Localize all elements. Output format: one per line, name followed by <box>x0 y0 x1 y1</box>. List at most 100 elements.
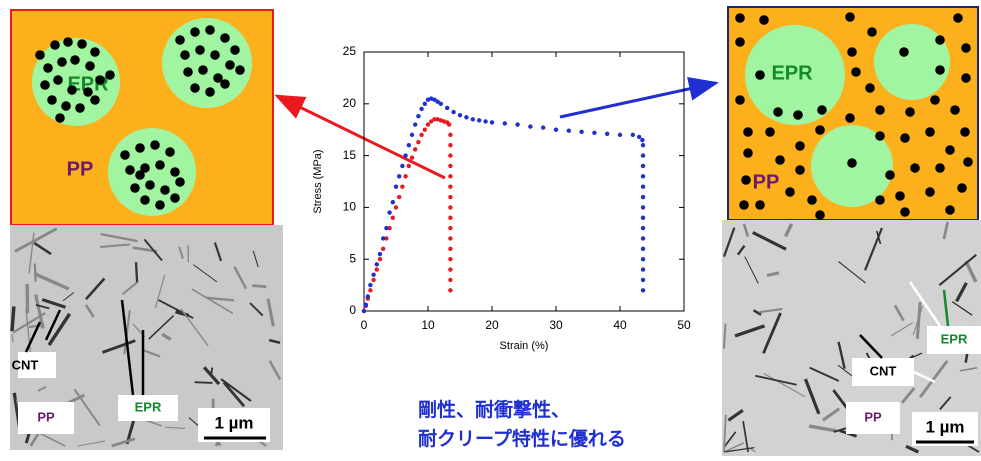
cnt-dot <box>175 177 185 187</box>
y-tick-label: 10 <box>343 200 357 214</box>
point <box>641 236 645 240</box>
point <box>451 110 455 114</box>
cnt-dot <box>150 140 160 150</box>
cnt-dot <box>875 131 885 141</box>
point <box>448 288 452 292</box>
point <box>448 205 452 209</box>
point <box>448 247 452 251</box>
fiber <box>136 262 137 282</box>
cnt-dot <box>35 50 45 60</box>
point <box>419 133 423 137</box>
cnt-dot <box>198 65 208 75</box>
point <box>407 143 411 147</box>
point <box>448 153 452 157</box>
cnt-dot <box>815 125 825 135</box>
cnt-dot <box>847 47 857 57</box>
point <box>407 164 411 168</box>
point <box>448 236 452 240</box>
epr-label: EPR <box>941 331 968 346</box>
x-tick-label: 0 <box>361 318 368 332</box>
point <box>447 122 451 126</box>
point <box>448 216 452 220</box>
cnt-dot <box>875 195 885 205</box>
left-schematic: EPR PP <box>11 10 273 225</box>
cnt-dot <box>70 55 80 65</box>
y-tick-label: 5 <box>349 251 356 265</box>
plot-frame <box>364 52 684 311</box>
cnt-dot <box>155 160 165 170</box>
cnt-dot <box>793 110 803 120</box>
point <box>371 278 375 282</box>
point <box>368 288 372 292</box>
cnt-dot <box>47 95 57 105</box>
right-schematic: EPR PP <box>728 7 978 220</box>
pp-label: PP <box>67 158 94 180</box>
cnt-dot <box>961 43 971 53</box>
cnt-dot <box>739 200 749 210</box>
cnt-dot <box>50 40 60 50</box>
cnt-dot <box>961 73 971 83</box>
point <box>641 247 645 251</box>
cnt-dot <box>935 35 945 45</box>
cnt-dot <box>925 187 935 197</box>
point <box>641 195 645 199</box>
point <box>371 273 375 277</box>
point <box>448 267 452 271</box>
cnt-dot <box>895 191 905 201</box>
point <box>477 118 481 122</box>
point <box>471 117 475 121</box>
cnt-dot <box>180 50 190 60</box>
cnt-dot <box>743 127 753 137</box>
cnt-dot <box>945 205 955 215</box>
cnt-dot <box>205 87 215 97</box>
x-tick-label: 20 <box>485 318 499 332</box>
cnt-dot <box>945 145 955 155</box>
cnt-dot <box>130 183 140 193</box>
point <box>641 288 645 292</box>
point <box>375 262 379 266</box>
cnt-dot <box>773 107 783 117</box>
point <box>515 122 519 126</box>
epr-label: EPR <box>135 399 162 414</box>
cnt-dot <box>183 67 193 77</box>
point <box>391 216 395 220</box>
y-tick-label: 20 <box>343 96 357 110</box>
point <box>641 226 645 230</box>
fiber <box>12 306 14 331</box>
point <box>387 210 391 214</box>
point <box>397 174 401 178</box>
cnt-dot <box>885 170 895 180</box>
arrow <box>560 83 716 117</box>
point <box>641 184 645 188</box>
cnt-dot <box>963 157 973 167</box>
cnt-dot <box>910 163 920 173</box>
cnt-dot <box>170 193 180 203</box>
cnt-dot <box>905 107 915 117</box>
cnt-dot <box>785 187 795 197</box>
point <box>448 133 452 137</box>
cnt-dot <box>235 65 245 75</box>
cnt-dot <box>900 133 910 143</box>
point <box>391 200 395 204</box>
cnt-dot <box>220 33 230 43</box>
point <box>641 164 645 168</box>
point <box>579 130 583 134</box>
point <box>413 147 417 151</box>
right-micrograph: EPR CNT PP 1 µm <box>722 220 981 456</box>
cnt-dot <box>43 63 53 73</box>
cnt-dot <box>61 101 71 111</box>
x-tick-label: 50 <box>677 318 691 332</box>
point <box>448 278 452 282</box>
cnt-dot <box>867 27 877 37</box>
point <box>618 133 622 137</box>
point <box>448 174 452 178</box>
cnt-dot <box>950 105 960 115</box>
cnt-dot <box>77 39 87 49</box>
cnt-dot <box>135 170 145 180</box>
left-micrograph: CNT EPR PP 1 µm <box>10 225 283 450</box>
point <box>394 184 398 188</box>
cnt-dot <box>53 75 63 85</box>
pp-label: PP <box>37 409 55 424</box>
fiber <box>724 324 725 349</box>
point <box>641 278 645 282</box>
